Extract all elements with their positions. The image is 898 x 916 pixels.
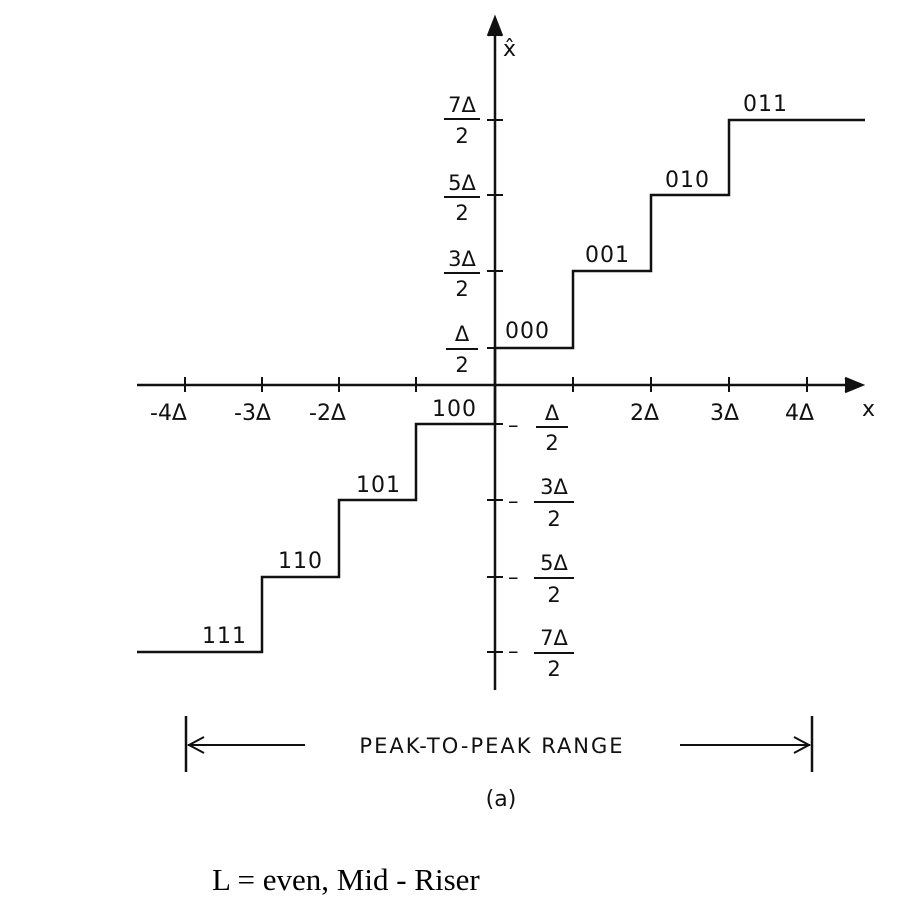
svg-text:2: 2 bbox=[547, 657, 560, 681]
x-tick-label: 4Δ bbox=[785, 401, 814, 426]
svg-text:5Δ: 5Δ bbox=[540, 551, 568, 575]
code-label-110: 110 bbox=[278, 549, 323, 574]
y-tick-fraction: – 7Δ 2 bbox=[508, 626, 574, 681]
code-labels: 000 001 010 011 100 101 110 111 bbox=[202, 92, 788, 649]
svg-text:2: 2 bbox=[455, 124, 468, 148]
svg-text:Δ: Δ bbox=[455, 322, 470, 346]
y-tick-fraction: 5Δ 2 bbox=[444, 171, 480, 225]
code-label-001: 001 bbox=[585, 243, 630, 268]
svg-text:–: – bbox=[508, 413, 519, 437]
y-tick-fraction: Δ 2 bbox=[446, 322, 478, 377]
y-tick-fraction: 7Δ 2 bbox=[444, 93, 480, 148]
svg-text:2: 2 bbox=[547, 583, 560, 607]
y-tick-labels-positive: 7Δ 2 5Δ 2 3Δ 2 Δ 2 bbox=[444, 93, 480, 377]
code-label-000: 000 bbox=[505, 319, 550, 344]
x-tick-label: 2Δ bbox=[630, 401, 659, 426]
svg-text:2: 2 bbox=[545, 431, 558, 455]
code-label-101: 101 bbox=[356, 473, 401, 498]
svg-text:–: – bbox=[508, 565, 519, 589]
svg-text:3Δ: 3Δ bbox=[448, 247, 476, 271]
y-tick-fraction: – Δ 2 bbox=[508, 401, 568, 455]
y-axis-arrowhead bbox=[486, 14, 504, 37]
code-label-011: 011 bbox=[743, 92, 788, 117]
svg-text:7Δ: 7Δ bbox=[540, 626, 568, 650]
y-axis-label: x̂ bbox=[503, 37, 516, 62]
svg-text:2: 2 bbox=[455, 277, 468, 301]
svg-text:2: 2 bbox=[547, 507, 560, 531]
y-tick-fraction: – 5Δ 2 bbox=[508, 551, 574, 607]
y-tick-fraction: – 3Δ 2 bbox=[508, 475, 574, 531]
caption: L = even, Mid - Riser bbox=[212, 862, 480, 897]
x-tick-label: -4Δ bbox=[150, 401, 187, 426]
svg-text:–: – bbox=[508, 639, 519, 663]
svg-text:7Δ: 7Δ bbox=[448, 93, 476, 117]
y-tick-labels-negative: – Δ 2 – 3Δ 2 – 5Δ 2 – 7Δ 2 bbox=[508, 401, 574, 681]
x-ticks bbox=[184, 377, 808, 392]
svg-text:2: 2 bbox=[455, 201, 468, 225]
subfigure-label: (a) bbox=[486, 787, 517, 812]
x-tick-label: -3Δ bbox=[234, 401, 271, 426]
range-label: PEAK-TO-PEAK RANGE bbox=[359, 734, 624, 758]
svg-text:3Δ: 3Δ bbox=[540, 475, 568, 499]
svg-text:–: – bbox=[508, 489, 519, 513]
svg-text:Δ: Δ bbox=[545, 401, 560, 425]
svg-text:5Δ: 5Δ bbox=[448, 171, 476, 195]
x-axis-label: x bbox=[862, 397, 875, 422]
code-label-100: 100 bbox=[432, 397, 477, 422]
peak-to-peak-range: PEAK-TO-PEAK RANGE bbox=[184, 716, 814, 772]
code-label-010: 010 bbox=[665, 168, 710, 193]
x-tick-label: -2Δ bbox=[309, 401, 346, 426]
x-tick-labels: -4Δ -3Δ -2Δ 2Δ 3Δ 4Δ bbox=[150, 401, 814, 426]
y-tick-fraction: 3Δ 2 bbox=[444, 247, 480, 301]
x-tick-label: 3Δ bbox=[710, 401, 739, 426]
svg-text:2: 2 bbox=[455, 353, 468, 377]
quantizer-staircase bbox=[137, 118, 865, 654]
code-label-111: 111 bbox=[202, 624, 247, 649]
x-axis-arrowhead bbox=[844, 376, 866, 394]
